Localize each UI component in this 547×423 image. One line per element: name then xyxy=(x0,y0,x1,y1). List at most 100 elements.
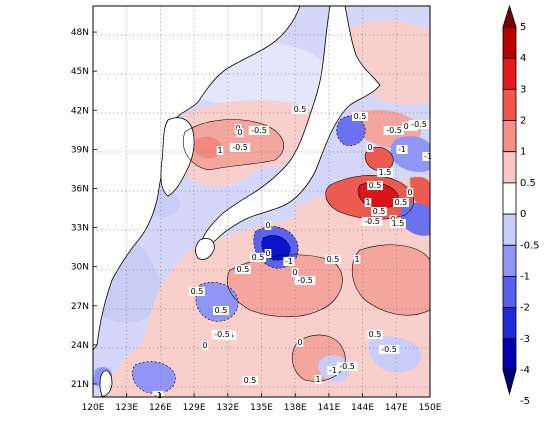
colorbar-label: 5 xyxy=(520,22,526,33)
contour-label-bg xyxy=(294,276,316,285)
contour-label: 0.5 xyxy=(327,255,340,264)
lat-tick-label: 27N xyxy=(71,302,89,312)
contour-label-bg xyxy=(211,330,233,339)
lat-tick-label: 24N xyxy=(71,341,89,351)
colorbar-segment xyxy=(502,57,517,90)
lat-tick-label: 39N xyxy=(71,145,89,155)
contour-label-bg xyxy=(292,105,308,114)
colorbar-label: -1 xyxy=(520,271,530,282)
contour-labels: 00.5-0.50-10.50-0.50.51-0.500.500.511.50… xyxy=(152,105,434,400)
contour-label-bg xyxy=(361,217,383,226)
contour-label: -0.5 xyxy=(214,330,230,339)
contour-label: -0.5 xyxy=(339,362,355,371)
contour-label-bg xyxy=(353,255,361,264)
contour-label: 1 xyxy=(365,198,370,207)
contour-label-bg xyxy=(152,391,164,400)
lon-tick-label: 129E xyxy=(183,403,206,413)
lon-tick-label: 132E xyxy=(216,403,239,413)
colorbar-segment xyxy=(502,26,517,59)
contour-label: 0.5 xyxy=(191,287,204,296)
colorbar-top-arrow xyxy=(502,4,517,28)
contour-label-bg xyxy=(201,341,209,350)
contour-label-bg xyxy=(367,181,383,190)
contour-label: 0 xyxy=(292,268,297,277)
colorbar-segment xyxy=(502,276,517,309)
contour-label-bg xyxy=(371,207,387,216)
contour-label: -0.5 xyxy=(411,120,427,129)
contour-label-bg xyxy=(408,120,430,129)
contour-label-bg xyxy=(248,126,270,135)
lat-tick-label: 45N xyxy=(71,67,89,77)
contour-label: -1 xyxy=(424,152,432,161)
contour-label: -0.5 xyxy=(381,345,397,354)
contour-label: 0 xyxy=(265,221,270,230)
colorbar-segment xyxy=(502,120,517,153)
contour-label-bg xyxy=(406,188,414,197)
contour-label-bg xyxy=(229,143,251,152)
colorbar-label: -4 xyxy=(520,365,530,376)
lat-tick-label: 33N xyxy=(71,224,89,234)
contour-label: -0.5 xyxy=(232,143,248,152)
contour-label: 1 xyxy=(354,255,359,264)
colorbar-label: 0 xyxy=(520,209,526,220)
contour-label-bg xyxy=(327,366,339,375)
contour-label: 0.5 xyxy=(215,306,228,315)
contour-label: 0.5 xyxy=(237,265,250,274)
contour-label-bg xyxy=(235,265,251,274)
colorbar-label: 3 xyxy=(520,84,526,95)
lon-tick-label: 135E xyxy=(250,403,273,413)
graticule xyxy=(93,6,430,397)
contour-label: 0.5 xyxy=(373,207,386,216)
contour-label-bg xyxy=(396,145,408,154)
colorbar-label: 1 xyxy=(520,147,526,158)
lon-tick-label: 120E xyxy=(82,403,105,413)
contour-label: -0.5 xyxy=(364,217,380,226)
colorbar-segment xyxy=(502,213,517,246)
contour-label: 0.5 xyxy=(244,376,257,385)
colorbar-label: -0.5 xyxy=(520,240,540,251)
lat-tick-label: 42N xyxy=(71,106,89,116)
lon-tick-label: 141E xyxy=(317,403,340,413)
contour-label-bg xyxy=(383,126,405,135)
contour-label: 1.5 xyxy=(392,219,405,228)
contour-label: 0 xyxy=(367,143,372,152)
contour-label: 0 xyxy=(297,338,302,347)
lat-tick-label: 30N xyxy=(71,263,89,273)
contour-label-bg xyxy=(291,268,299,277)
contour-label-bg xyxy=(366,143,374,152)
colorbar-segment xyxy=(502,88,517,121)
contour-label-bg xyxy=(336,362,358,371)
contour-label: -1 xyxy=(154,391,162,400)
lon-tick-label: 144E xyxy=(351,403,374,413)
contour-label: -0.5 xyxy=(251,126,267,135)
contour-label: 0 xyxy=(202,341,207,350)
contour-label-bg xyxy=(390,219,406,228)
contour-label-bg xyxy=(264,221,272,230)
contour-label-bg xyxy=(216,146,224,155)
contour-label: -1 xyxy=(285,257,293,266)
colorbar-label: -5 xyxy=(520,396,530,407)
lon-tick-label: 126E xyxy=(149,403,172,413)
contour-label: 0.5 xyxy=(369,330,382,339)
contour-label-bg xyxy=(250,253,266,262)
contour-label: 0.5 xyxy=(369,181,382,190)
colorbar-segment xyxy=(502,338,517,371)
contour-label: -0.5 xyxy=(386,126,402,135)
contour-label: 1 xyxy=(315,375,320,384)
contour-label: 0 xyxy=(265,249,270,258)
contour-label-bg xyxy=(189,287,205,296)
colorbar-segment xyxy=(502,151,517,184)
contour-label-bg xyxy=(422,152,434,161)
colorbar-label: 0.5 xyxy=(520,178,536,189)
contour-label-bg xyxy=(264,249,272,258)
contour-label: -1 xyxy=(398,145,406,154)
lon-tick-labels: 120E 123E 126E 129E 132E 135E 138E 141E 144E 147E… xyxy=(82,393,442,413)
colorbar-segment xyxy=(502,307,517,340)
contour-label-bg xyxy=(352,112,368,121)
colorbar-bottom-arrow xyxy=(502,369,517,396)
contour-label: 0.5 xyxy=(395,198,408,207)
contour-label-bg xyxy=(242,376,258,385)
lat-tick-label: 48N xyxy=(71,28,89,38)
contour-label-bg xyxy=(296,338,304,347)
